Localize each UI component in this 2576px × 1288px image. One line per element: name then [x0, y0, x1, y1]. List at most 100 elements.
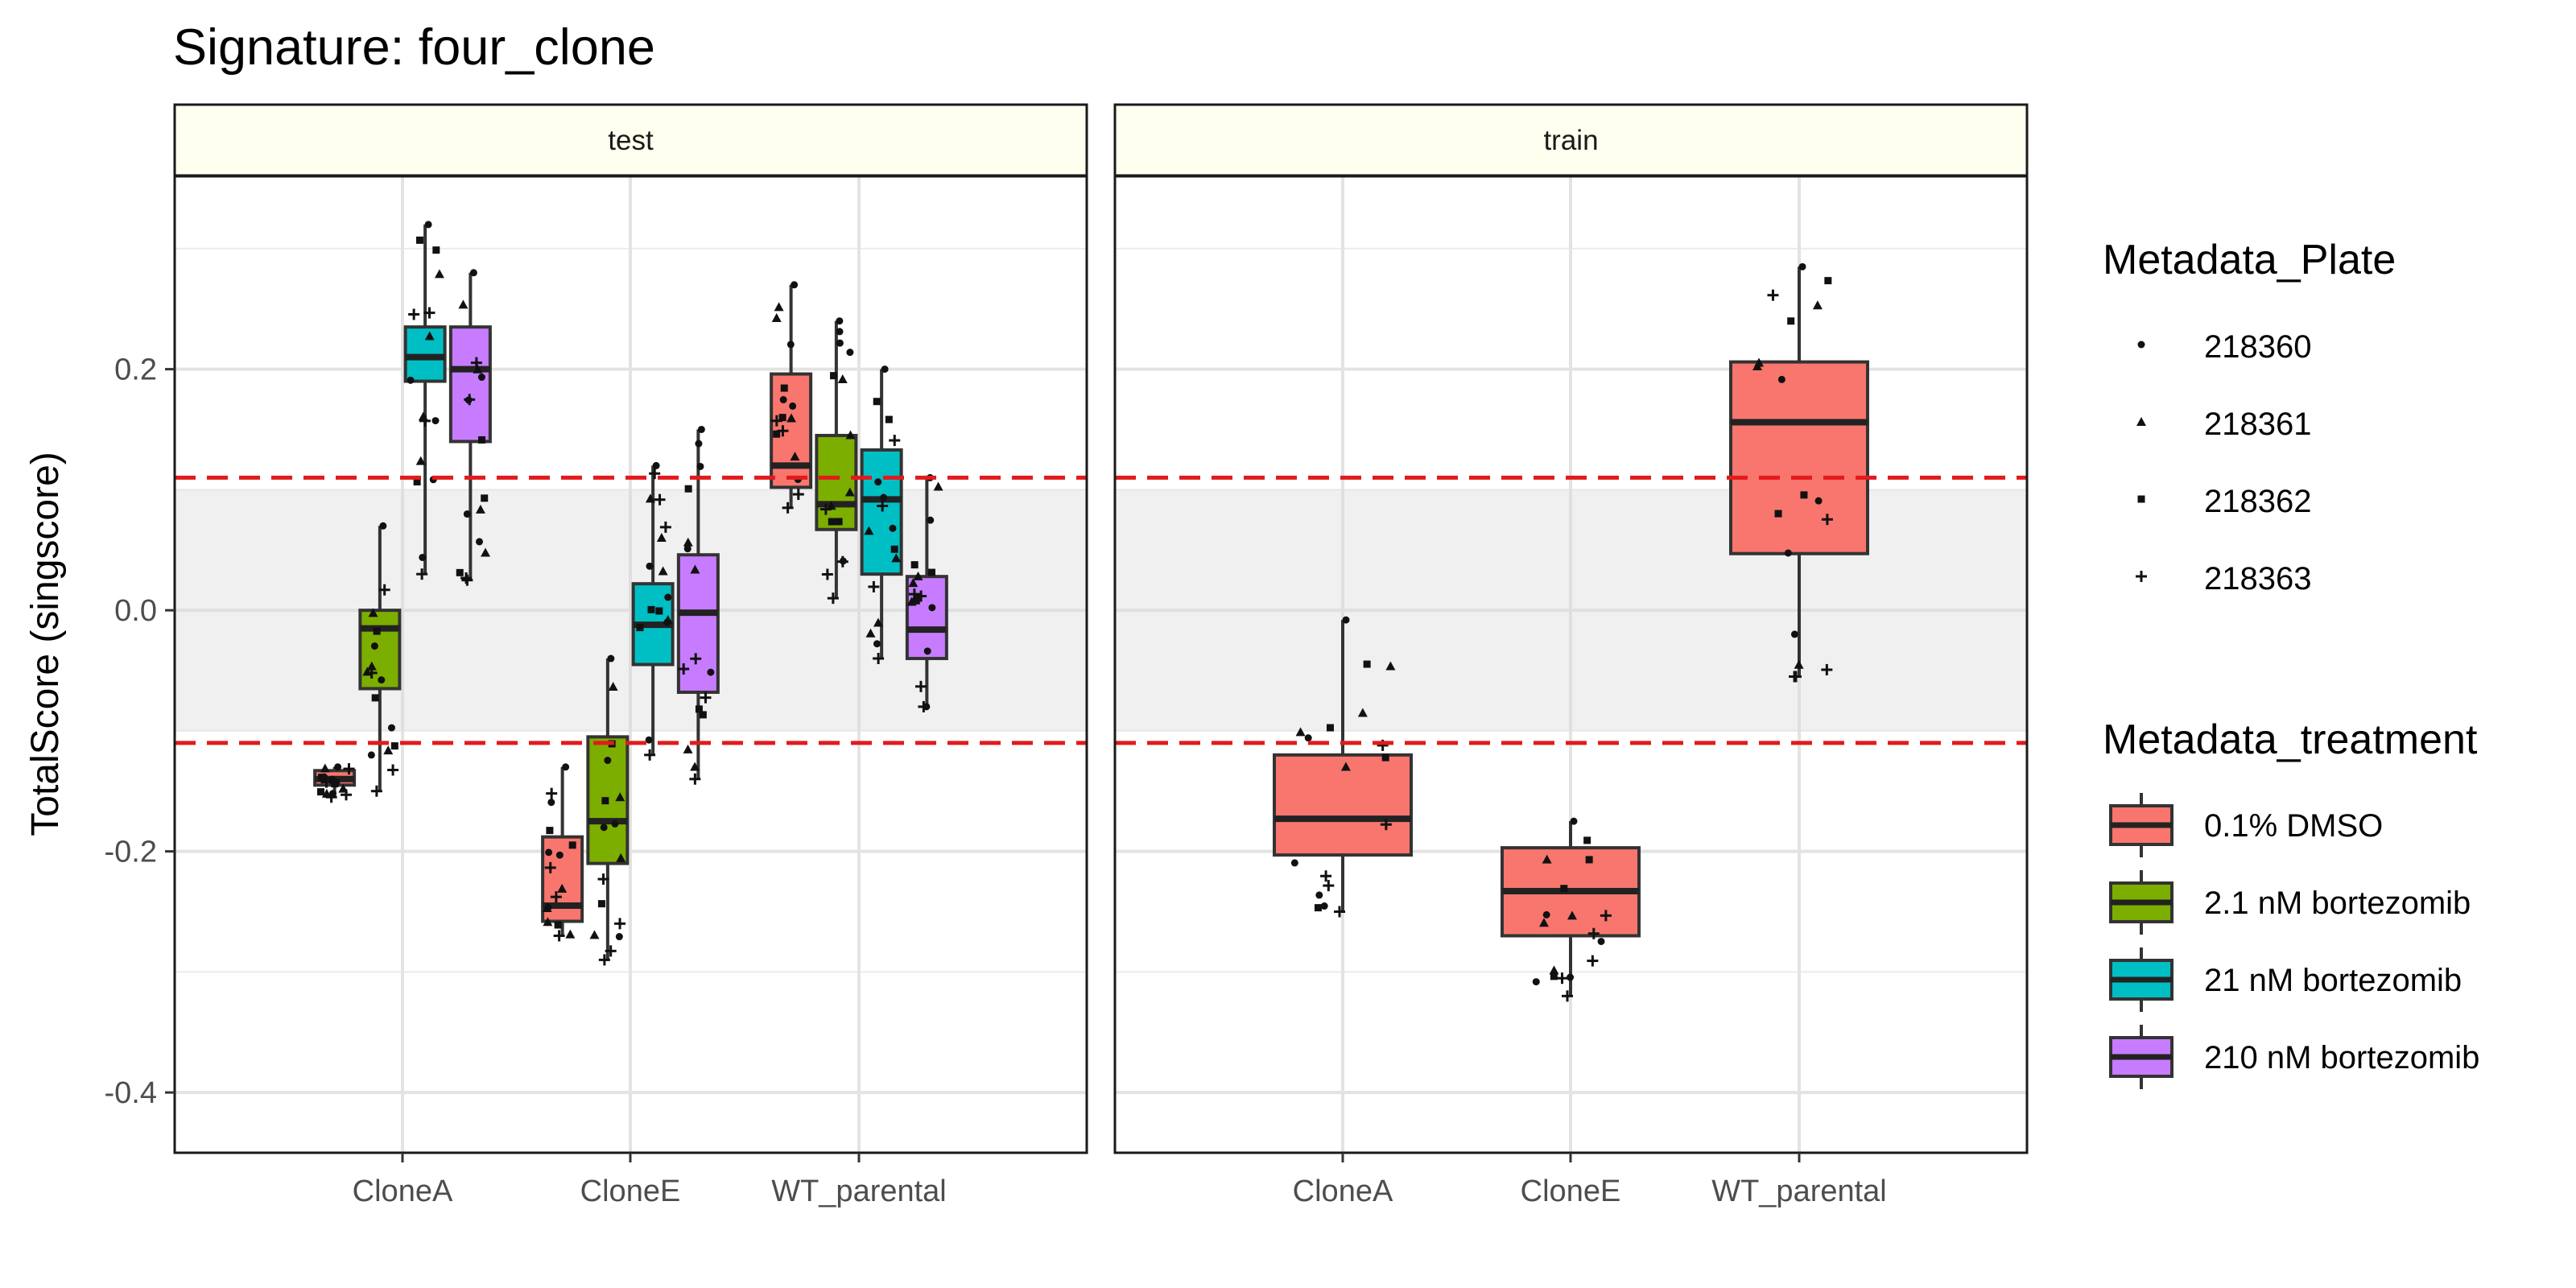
point-218361 [790, 452, 800, 461]
point-218362 [1314, 904, 1322, 912]
point-218362 [568, 841, 576, 849]
point-218360 [334, 763, 342, 771]
point-218361 [608, 682, 618, 691]
point-218362 [773, 430, 781, 438]
point-218362 [1585, 856, 1593, 864]
point-218362 [1787, 317, 1795, 325]
jitter-points [1752, 262, 1833, 683]
point-218362 [432, 246, 440, 254]
point-218362 [873, 398, 881, 406]
boxes [313, 221, 948, 966]
jitter-points [456, 269, 491, 586]
box-WT_parental-21-nM-bortezomib [860, 365, 903, 665]
point-218362 [317, 788, 325, 796]
boxes [1273, 262, 1869, 1002]
point-218360 [476, 538, 484, 546]
box-CloneE-0-1-DMSO [541, 763, 584, 942]
point-218361 [418, 411, 428, 421]
legend-label: 218361 [2204, 407, 2311, 442]
legend-plate: Metadata_Plate 218360 218361 218362 218363 [2103, 237, 2396, 597]
point-218361 [557, 883, 568, 893]
box-CloneE-0-1-DMSO [1501, 817, 1641, 1002]
point-218361 [434, 269, 444, 279]
point-218361 [864, 526, 874, 535]
point-218361 [913, 571, 923, 580]
x-tick-label: CloneE [580, 1174, 681, 1208]
legend-item: 21 nM bortezomib [2109, 947, 2462, 1012]
point-218361 [865, 628, 876, 638]
point-218362 [1583, 836, 1591, 844]
point-218360 [779, 396, 787, 404]
x-tick-label: CloneA [1293, 1174, 1393, 1208]
point-218362 [830, 372, 838, 380]
point-218362 [655, 607, 663, 615]
neutral-band [1115, 489, 2027, 731]
point-218361 [338, 783, 349, 793]
point-218360 [786, 341, 795, 349]
point-218360 [463, 510, 471, 518]
point-218360 [611, 819, 619, 828]
point-218361 [2136, 417, 2146, 426]
box-CloneE-210-nM-bortezomib [676, 425, 720, 785]
point-218360 [320, 773, 328, 781]
point-218360 [664, 593, 672, 601]
point-218361 [1812, 300, 1823, 310]
box-body [448, 325, 492, 444]
box-CloneE-2-1-nM-bortezomib [586, 654, 630, 966]
box-WT_parental-0-1-DMSO [770, 281, 813, 514]
box-CloneA-0-1-DMSO [1273, 616, 1413, 918]
panel-test: test CloneA CloneE WT_parental [173, 103, 1088, 1208]
point-218360 [889, 524, 897, 532]
legend-item: 218360 [2137, 329, 2311, 365]
box-CloneA-210-nM-bortezomib [448, 269, 492, 586]
point-218361 [320, 763, 330, 773]
point-218362 [1824, 277, 1832, 285]
point-218362 [481, 494, 489, 502]
point-218360 [1342, 616, 1350, 624]
point-218361 [774, 302, 784, 312]
y-axis: 0.2 0.0 -0.2 -0.4 [105, 353, 175, 1110]
x-tick-label: CloneE [1521, 1174, 1621, 1208]
point-218361 [1295, 727, 1306, 737]
point-218360 [387, 724, 395, 732]
box-WT_parental-0-1-DMSO [1729, 262, 1869, 683]
point-218362 [699, 711, 707, 719]
point-218362 [597, 900, 605, 908]
point-218362 [780, 384, 788, 392]
point-218362 [415, 236, 423, 244]
jitter-points [1532, 817, 1612, 1002]
legend-item: 2.1 nM bortezomib [2109, 870, 2471, 935]
jitter-points [542, 763, 576, 942]
point-218361 [786, 413, 797, 423]
point-218360 [379, 522, 387, 530]
point-218360 [370, 642, 378, 650]
point-218360 [1784, 549, 1792, 557]
legend-label: 0.1% DMSO [2204, 808, 2383, 844]
box-body [905, 575, 948, 661]
point-218361 [873, 617, 883, 627]
box-CloneA-0-1-DMSO [313, 763, 357, 803]
point-218362 [546, 827, 554, 835]
legend-label: 2.1 nM bortezomib [2204, 886, 2471, 921]
point-218360 [1777, 375, 1785, 383]
point-218360 [1570, 817, 1578, 825]
x-axis: CloneA CloneE WT_parental [353, 1153, 947, 1208]
point-218361 [321, 788, 332, 798]
point-218360 [1304, 734, 1312, 742]
point-218361 [658, 566, 668, 576]
point-218361 [1538, 918, 1549, 927]
point-218360 [880, 493, 888, 502]
y-tick-label: 0.0 [114, 594, 157, 628]
point-218362 [373, 627, 381, 635]
point-218362 [890, 545, 898, 553]
point-218360 [1542, 910, 1550, 919]
point-218362 [601, 797, 609, 805]
point-218360 [477, 374, 485, 382]
box-CloneE-21-nM-bortezomib [631, 461, 675, 761]
point-218362 [1381, 753, 1389, 762]
point-218361 [933, 481, 943, 491]
point-218361 [329, 775, 340, 785]
point-218361 [458, 299, 469, 309]
